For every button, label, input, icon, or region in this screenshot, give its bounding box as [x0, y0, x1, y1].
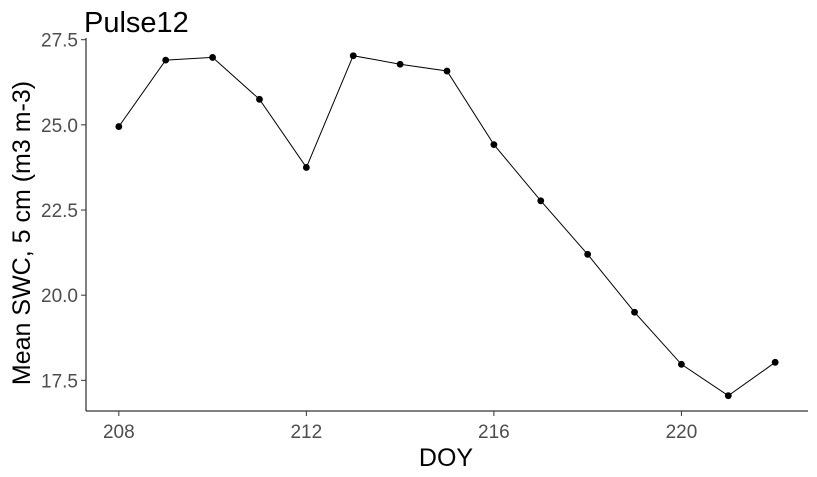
- y-tick-label: 25.0: [41, 116, 78, 137]
- data-point: [584, 250, 592, 258]
- data-point: [209, 54, 216, 61]
- x-tick-label: 216: [478, 422, 510, 443]
- data-point: [631, 308, 638, 316]
- data-point: [256, 95, 263, 103]
- plot-area: [115, 52, 779, 400]
- data-point: [678, 360, 685, 368]
- x-axis: 208 212 216 220: [86, 410, 808, 443]
- series-line: [118, 55, 776, 397]
- data-point: [771, 358, 779, 366]
- data-point: [490, 141, 498, 149]
- x-tick-label: 220: [666, 422, 698, 443]
- y-tick-label: 17.5: [41, 371, 78, 392]
- y-tick-label: 22.5: [41, 201, 78, 222]
- y-axis-title: Mean SWC, 5 cm (m3 m-3): [8, 81, 36, 385]
- data-point: [162, 56, 170, 64]
- data-point: [724, 392, 732, 400]
- x-axis-title: DOY: [419, 444, 474, 472]
- y-axis: 17.5 20.0 22.5 25.0 27.5: [41, 31, 87, 411]
- data-point: [396, 60, 404, 68]
- data-point: [349, 52, 357, 60]
- y-tick-label: 20.0: [41, 286, 78, 307]
- chart-title: Pulse12: [84, 7, 189, 39]
- data-point: [302, 164, 310, 171]
- data-point: [115, 123, 123, 130]
- data-point: [443, 67, 451, 75]
- x-tick-label: 212: [290, 422, 322, 443]
- x-tick-label: 208: [103, 422, 135, 443]
- data-point: [537, 197, 545, 205]
- y-tick-label: 27.5: [41, 31, 78, 52]
